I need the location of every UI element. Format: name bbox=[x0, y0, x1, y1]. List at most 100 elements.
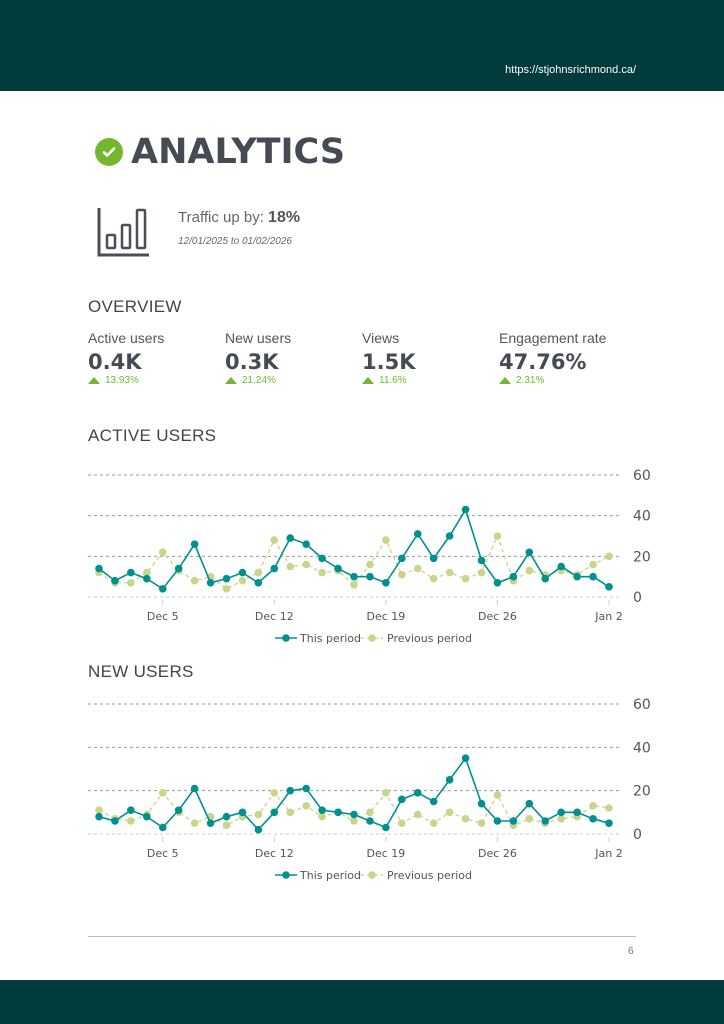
data-point bbox=[413, 530, 422, 538]
data-point bbox=[557, 808, 565, 817]
data-point bbox=[525, 815, 534, 823]
kpi-label: New users bbox=[225, 330, 292, 346]
data-point bbox=[366, 560, 374, 569]
data-point bbox=[605, 819, 613, 827]
data-point bbox=[286, 808, 295, 817]
data-point bbox=[525, 566, 534, 575]
traffic-value: 18% bbox=[268, 209, 301, 226]
data-point bbox=[190, 819, 199, 827]
data-point bbox=[350, 810, 358, 819]
up-arrow-icon bbox=[88, 377, 100, 384]
data-point bbox=[525, 799, 534, 808]
data-point bbox=[95, 806, 103, 814]
data-point bbox=[445, 776, 454, 784]
legend-label-this-period: This period bbox=[299, 869, 361, 882]
y-tick-label: 0 bbox=[633, 827, 642, 843]
legend-label-this-period: This period bbox=[299, 632, 361, 645]
footer-divider bbox=[88, 936, 636, 937]
data-point bbox=[525, 548, 534, 557]
data-point bbox=[190, 540, 199, 548]
data-point bbox=[350, 581, 358, 589]
x-tick-label: Dec 26 bbox=[478, 847, 517, 860]
up-arrow-icon bbox=[225, 377, 237, 384]
data-point bbox=[413, 810, 422, 819]
data-point bbox=[254, 825, 263, 834]
data-point bbox=[573, 572, 581, 581]
kpi-label: Views bbox=[362, 330, 400, 346]
page-number: 6 bbox=[628, 946, 634, 957]
data-point bbox=[429, 554, 438, 563]
data-point bbox=[222, 812, 231, 821]
kpi-active-users: Active users 0.4K 13.93% bbox=[88, 330, 164, 386]
legend-label-previous-period: Previous period bbox=[387, 869, 472, 882]
data-point bbox=[270, 789, 279, 797]
title-text: ANALYTICS bbox=[131, 132, 346, 172]
data-point bbox=[190, 784, 199, 793]
data-point bbox=[270, 808, 279, 817]
data-point bbox=[382, 789, 390, 797]
data-point bbox=[95, 812, 103, 821]
data-point bbox=[541, 574, 550, 583]
data-point bbox=[95, 564, 103, 573]
data-point bbox=[429, 819, 438, 827]
data-point bbox=[158, 823, 167, 832]
kpi-new-users: New users 0.3K 21.24% bbox=[225, 330, 291, 386]
data-point bbox=[318, 806, 326, 814]
data-point bbox=[589, 572, 597, 581]
data-point bbox=[445, 532, 454, 540]
kpi-label: Active users bbox=[88, 330, 165, 346]
data-point bbox=[222, 585, 231, 593]
data-point bbox=[445, 568, 454, 577]
data-point bbox=[302, 540, 310, 548]
kpi-label: Engagement rate bbox=[499, 330, 607, 346]
site-url[interactable]: https://stjohnsrichmond.ca/ bbox=[505, 64, 636, 76]
data-point bbox=[174, 564, 183, 573]
y-tick-label: 60 bbox=[633, 468, 651, 484]
data-point bbox=[366, 572, 374, 581]
active-users-chart: 0 20 40 60 Dec 5 Dec 12 Dec 19 Dec 26 Jan 2 This … bbox=[88, 468, 651, 645]
data-point bbox=[254, 810, 263, 819]
data-point bbox=[461, 505, 470, 514]
data-point bbox=[493, 578, 502, 587]
kpi-engagement-rate: Engagement rate 47.76% 2.31% bbox=[499, 330, 606, 386]
kpi-change: 13.93% bbox=[105, 375, 139, 386]
data-point bbox=[318, 812, 326, 821]
up-arrow-icon bbox=[499, 377, 511, 384]
legend-marker-previous-period bbox=[368, 634, 376, 642]
data-point bbox=[461, 754, 470, 762]
data-point bbox=[557, 562, 565, 571]
kpi-value: 47.76% bbox=[499, 350, 587, 374]
data-point bbox=[174, 806, 183, 814]
data-point bbox=[238, 568, 247, 577]
up-arrow-icon bbox=[362, 377, 374, 384]
y-tick-label: 40 bbox=[633, 509, 651, 525]
x-tick-label: Jan 2 bbox=[594, 610, 622, 623]
data-point bbox=[477, 556, 486, 565]
data-point bbox=[413, 564, 422, 573]
kpi-value: 1.5K bbox=[362, 350, 416, 374]
data-point bbox=[206, 819, 215, 827]
data-point bbox=[158, 789, 167, 797]
data-point bbox=[143, 812, 151, 821]
data-point bbox=[477, 819, 486, 827]
data-point bbox=[461, 815, 470, 823]
footer-bar bbox=[0, 980, 724, 1024]
data-point bbox=[398, 795, 406, 804]
data-point bbox=[398, 819, 406, 827]
data-point bbox=[334, 564, 342, 573]
data-point bbox=[286, 786, 295, 795]
kpi-value: 0.3K bbox=[225, 350, 279, 374]
data-point bbox=[127, 578, 135, 587]
data-point bbox=[143, 568, 151, 577]
data-point bbox=[366, 808, 374, 817]
data-point bbox=[350, 572, 358, 581]
data-point bbox=[541, 817, 550, 825]
data-point bbox=[605, 583, 613, 591]
data-point bbox=[382, 536, 390, 544]
kpi-change: 2.31% bbox=[516, 375, 545, 386]
data-point bbox=[589, 815, 597, 823]
kpi-change: 11.6% bbox=[379, 375, 407, 386]
data-point bbox=[238, 808, 247, 817]
overview-heading: OVERVIEW bbox=[88, 297, 182, 316]
data-point bbox=[254, 578, 263, 587]
